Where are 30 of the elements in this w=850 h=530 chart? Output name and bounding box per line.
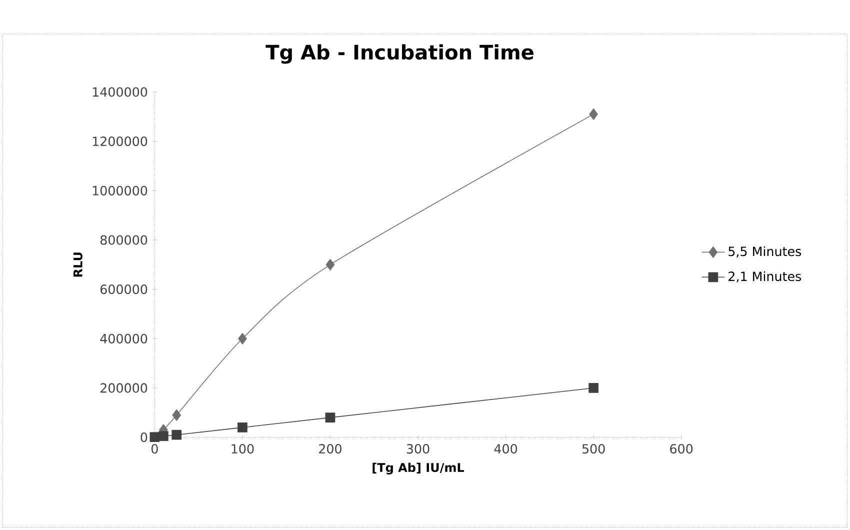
y-tick-label: 600000 xyxy=(100,284,148,294)
chart-title: Tg Ab - Incubation Time xyxy=(266,44,534,64)
y-tick-label: 1200000 xyxy=(92,136,148,146)
legend-label: 5,5 Minutes xyxy=(728,246,802,258)
y-tick-label: 200000 xyxy=(100,383,148,393)
y-tick-label: 1400000 xyxy=(92,87,148,97)
x-tick-label: 400 xyxy=(494,444,518,454)
point xyxy=(172,430,182,440)
x-tick-label: 200 xyxy=(319,444,342,454)
point xyxy=(589,108,598,120)
y-axis-title: RLU xyxy=(73,252,82,277)
x-axis-title: [Tg Ab] IU/mL xyxy=(372,462,464,474)
point xyxy=(158,431,168,442)
point xyxy=(238,422,248,432)
legend-label: 2,1 Minutes xyxy=(728,271,802,282)
y-tick-label: 800000 xyxy=(100,235,148,245)
y-tick-label: 400000 xyxy=(100,334,148,344)
x-tick-label: 0 xyxy=(151,444,158,454)
y-tick-label: 0 xyxy=(140,432,148,442)
point xyxy=(326,258,335,270)
x-tick-label: 600 xyxy=(670,444,693,454)
y-tick-label: 1000000 xyxy=(92,186,148,196)
x-tick-label: 300 xyxy=(406,444,430,454)
x-tick-label: 500 xyxy=(582,444,605,454)
point xyxy=(150,432,160,442)
point xyxy=(238,332,247,344)
point xyxy=(325,412,336,423)
point xyxy=(172,409,182,421)
point xyxy=(588,383,598,393)
x-tick-label: 100 xyxy=(232,444,254,454)
